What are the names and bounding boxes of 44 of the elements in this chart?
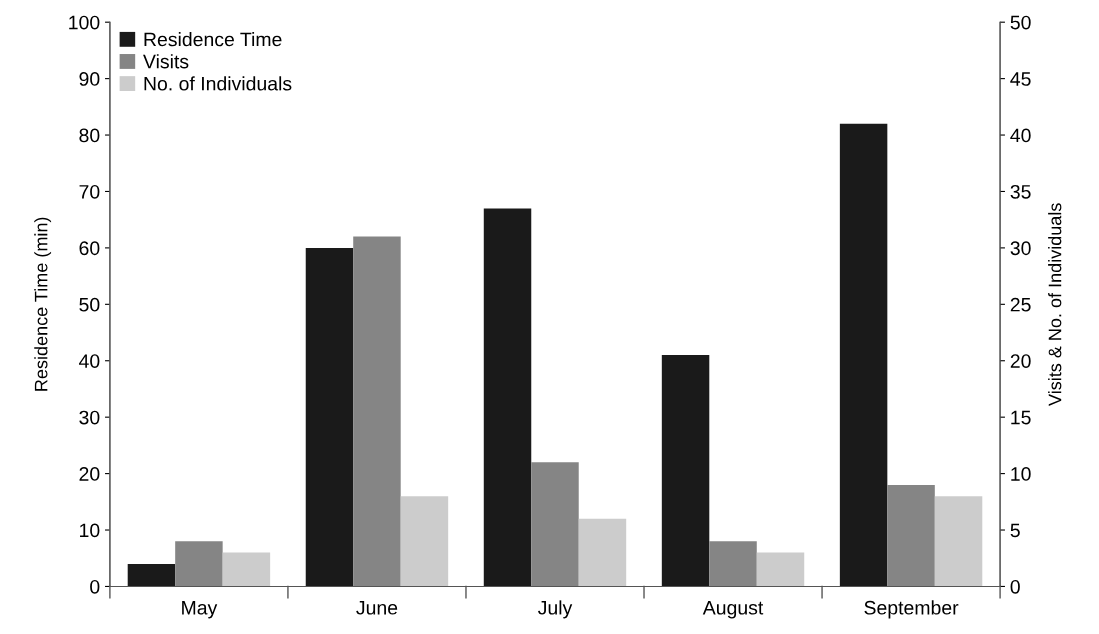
legend-label: Residence Time: [144, 32, 282, 47]
bar: [709, 541, 757, 587]
y2-tick-label: 40: [1010, 128, 1031, 143]
y-tick-label: 20: [79, 467, 100, 481]
y2-axis-title: Visits & No. of Individuals: [1048, 203, 1062, 406]
legend-label: No. of Individuals: [144, 76, 292, 91]
y2-tick-label: 10: [1011, 467, 1031, 481]
y-tick-label: 100: [69, 15, 100, 30]
y2-tick-label: 5: [1010, 523, 1020, 538]
bar: [934, 496, 983, 587]
bar: [483, 208, 532, 587]
x-tick-label: August: [702, 601, 764, 619]
y-tick-label: 90: [79, 72, 100, 86]
y2-tick-label: 50: [1010, 15, 1031, 30]
bar: [578, 518, 627, 587]
bar: [400, 496, 449, 587]
y-tick-label: 0: [90, 579, 100, 594]
legend-label: Visits: [143, 54, 189, 69]
bar: [839, 123, 888, 587]
y2-tick-label: 0: [1010, 579, 1020, 594]
y-tick-label: 60: [79, 241, 100, 256]
y-tick-label: 70: [79, 184, 100, 199]
bar: [222, 552, 271, 587]
y-tick-label: 80: [79, 128, 100, 143]
bar: [887, 484, 935, 587]
y-tick-label: 10: [80, 523, 100, 538]
y-axis-title: Residence Time (min): [34, 217, 52, 391]
y2-tick-label: 25: [1010, 297, 1031, 312]
y-tick-label: 40: [79, 354, 100, 368]
x-tick-label: July: [538, 600, 573, 619]
bar: [175, 541, 223, 587]
bar: [661, 355, 710, 587]
y-tick-label: 50: [79, 297, 100, 312]
bar: [756, 552, 805, 587]
y2-tick-label: 20: [1010, 354, 1031, 368]
y-tick-label: 30: [79, 410, 100, 425]
y2-tick-label: 35: [1010, 184, 1031, 199]
x-tick-label: September: [864, 600, 959, 619]
y2-tick-label: 15: [1011, 410, 1031, 425]
bar: [531, 462, 579, 587]
x-tick-label: June: [356, 601, 398, 615]
x-tick-label: May: [182, 601, 218, 619]
y2-tick-label: 30: [1010, 241, 1031, 256]
y2-tick-label: 45: [1010, 72, 1031, 86]
